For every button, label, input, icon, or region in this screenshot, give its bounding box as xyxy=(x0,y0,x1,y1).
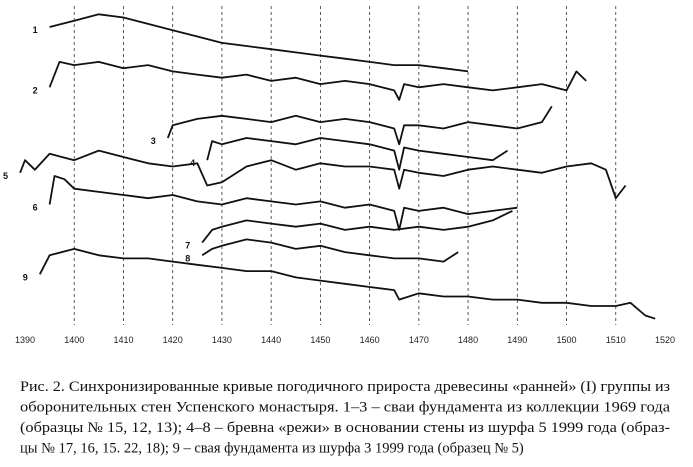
caption-line: цы № 17, 16, 15. 22, 18); 9 – свая фунда… xyxy=(20,441,524,457)
x-tick-label: 1500 xyxy=(557,335,577,345)
x-tick-label: 1390 xyxy=(15,335,35,345)
series-label: 6 xyxy=(33,203,38,213)
series-line xyxy=(201,210,513,244)
x-tick-label: 1520 xyxy=(655,335,675,345)
x-tick-label: 1510 xyxy=(606,335,626,345)
x-tick-label: 1480 xyxy=(458,335,478,345)
x-tick-label: 1490 xyxy=(507,335,527,345)
series-label: 9 xyxy=(23,272,28,282)
series-label: 8 xyxy=(185,253,190,263)
x-tick-label: 1430 xyxy=(212,335,232,345)
x-tick-label: 1410 xyxy=(113,335,133,345)
series-label: 7 xyxy=(185,241,190,251)
x-tick-label: 1460 xyxy=(360,335,380,345)
series-line xyxy=(19,149,627,200)
x-tick-label: 1420 xyxy=(163,335,183,345)
series-line xyxy=(166,105,553,146)
series-label: 1 xyxy=(33,25,38,35)
caption-line: (образцы № 15, 12, 13); 4–8 – бревна «ре… xyxy=(20,420,670,436)
series-line xyxy=(49,13,469,73)
series-line xyxy=(39,248,656,320)
series-line xyxy=(201,238,459,263)
x-tick-label: 1470 xyxy=(409,335,429,345)
series-line xyxy=(48,61,587,101)
series-label: 2 xyxy=(33,85,38,95)
series-line xyxy=(48,175,518,231)
series-label: 3 xyxy=(151,136,156,146)
caption-line: Рис. 2. Синхронизированные кривые погоди… xyxy=(20,379,670,395)
series-label: 5 xyxy=(3,171,8,181)
x-tick-label: 1450 xyxy=(310,335,330,345)
x-tick-label: 1440 xyxy=(261,335,281,345)
series-line xyxy=(206,137,508,171)
x-tick-label: 1400 xyxy=(64,335,84,345)
caption-line: оборонительных стен Успенского монастыря… xyxy=(20,400,671,416)
